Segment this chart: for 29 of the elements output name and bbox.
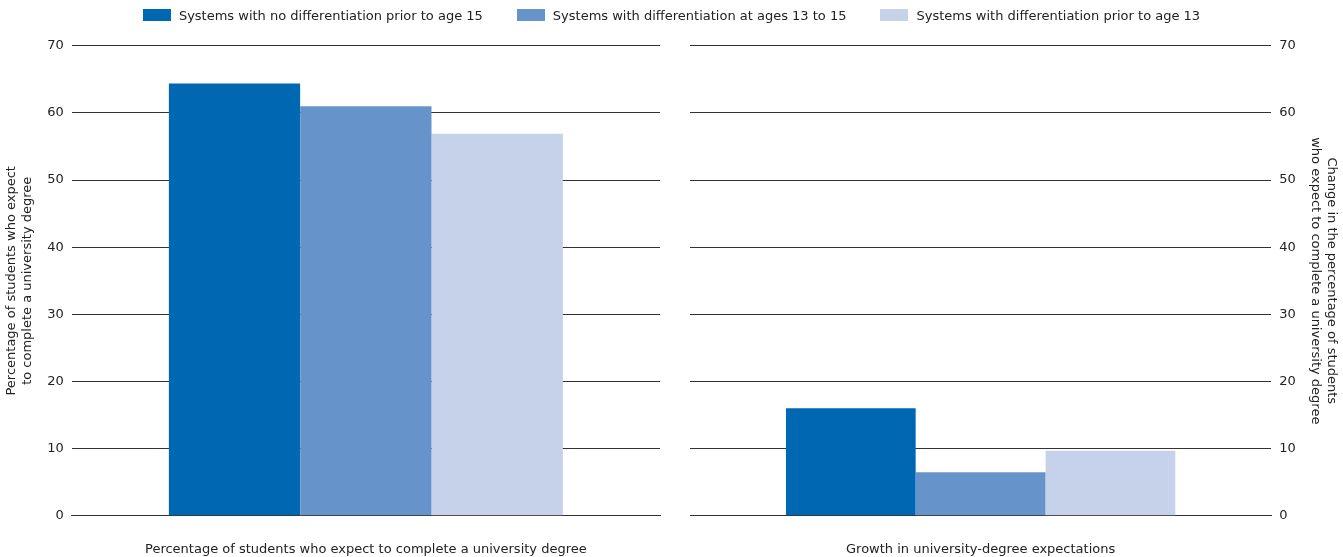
y-tick-label: 10: [1279, 440, 1296, 456]
x-axis-title: Percentage of students who expect to complete a university degree: [145, 540, 587, 556]
x-axis-title: Growth in university-degree expectations: [846, 540, 1116, 556]
y-tick-label: 40: [47, 238, 64, 254]
y-tick-label: 0: [55, 507, 64, 523]
y-axis-title: Percentage of students who expect to complete a university degree: [3, 166, 34, 396]
bar: [915, 472, 1046, 516]
legend-label: Systems with differentiation prior to age 13: [916, 7, 1201, 23]
bar: [168, 83, 301, 516]
y-tick-label: 70: [1279, 37, 1296, 53]
y-tick-label: 50: [1279, 171, 1296, 187]
y-tick-label: 50: [47, 171, 64, 187]
y-tick-label: 30: [47, 305, 64, 321]
y-tick-label: 20: [1279, 372, 1296, 388]
bar: [300, 106, 432, 516]
bar: [431, 133, 563, 516]
y-tick-label: 60: [1279, 104, 1296, 120]
legend-label: Systems with no differentiation prior to age 15: [178, 7, 483, 23]
y-tick-label: 10: [47, 440, 64, 456]
y-tick-label: 30: [1279, 305, 1296, 321]
bar: [1045, 450, 1176, 516]
y-tick-label: 60: [47, 104, 64, 120]
bar: [785, 408, 916, 516]
y-tick-label: 0: [1279, 507, 1288, 523]
y-tick-label: 40: [1279, 238, 1296, 254]
y-tick-label: 70: [47, 37, 64, 53]
y-tick-label: 20: [47, 372, 64, 388]
legend-label: Systems with differentiation at ages 13 to 15: [552, 7, 847, 23]
y-axis-title: Change in the percentage of students who expect to complete a university degree: [1309, 137, 1340, 425]
